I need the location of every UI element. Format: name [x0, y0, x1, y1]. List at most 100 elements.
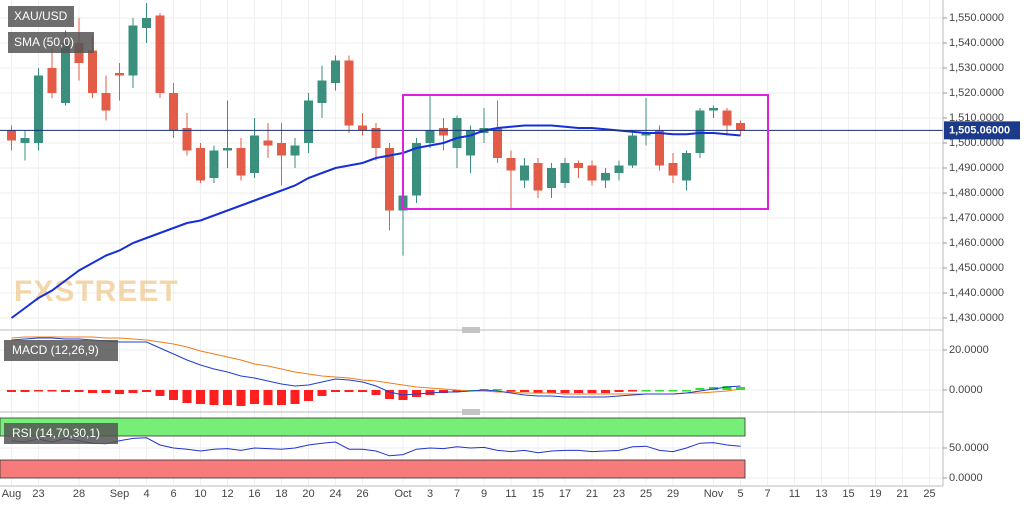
macd-histogram-bar [371, 390, 381, 395]
x-tick-label: 12 [221, 488, 233, 500]
candle-body [655, 130, 664, 166]
macd-histogram-bar [128, 390, 138, 393]
macd-histogram-bar [533, 390, 543, 393]
candle-body [587, 165, 597, 181]
macd-histogram-bar [223, 390, 232, 405]
legend-box [4, 340, 118, 361]
candle-body [304, 100, 313, 143]
macd-histogram-bar [209, 390, 219, 405]
overbought-band [0, 417, 746, 437]
legend: XAU/USD SMA (50,0) MACD (12,26,9) RSI (1… [4, 6, 118, 444]
y-tick-label: 1,520.0000 [949, 87, 1004, 99]
panel-handle[interactable] [462, 327, 480, 333]
y-tick-label: 1,530.0000 [949, 62, 1004, 74]
candle-body [88, 50, 97, 93]
candle-body [223, 148, 232, 151]
macd-histogram-bar [74, 390, 84, 392]
macd-histogram-bar [317, 390, 327, 396]
y-tick-label: 1,480.0000 [949, 187, 1004, 199]
x-tick-label: 15 [842, 488, 854, 500]
x-tick-label: Nov [704, 488, 724, 500]
macd-histogram-bar [628, 390, 637, 392]
candle-body [520, 165, 529, 181]
x-tick-label: 10 [194, 488, 206, 500]
macd-histogram-bar [47, 390, 57, 392]
candle-body [128, 25, 138, 76]
macd-histogram-bar [101, 390, 111, 393]
macd-histogram-bar [547, 390, 556, 393]
x-tick-label: 17 [559, 488, 571, 500]
macd-histogram-bar [304, 390, 313, 401]
macd-histogram-bar [61, 390, 70, 392]
macd-histogram-bar [7, 390, 16, 392]
macd-histogram-bar [34, 390, 43, 392]
legend-macd: MACD (12,26,9) [12, 343, 99, 357]
x-tick-label: 25 [923, 488, 935, 500]
x-tick-label: 18 [275, 488, 287, 500]
candle-body [61, 43, 70, 103]
candle-body [560, 163, 570, 183]
macd-histogram-bar [236, 390, 246, 406]
candle-body [182, 128, 192, 151]
macd-histogram-bar [169, 390, 178, 400]
candle-body [344, 60, 354, 126]
candle-body [317, 80, 327, 103]
x-tick-label: 16 [248, 488, 260, 500]
candle-body [425, 130, 435, 143]
candle-body [412, 143, 421, 196]
macd-histogram-bar [695, 388, 705, 390]
macd-histogram-bar [736, 387, 745, 390]
macd-histogram-bar [520, 390, 529, 392]
candle-body [601, 173, 610, 181]
macd-histogram-bar [142, 390, 151, 392]
candle-body [506, 158, 516, 171]
x-tick-label: 29 [667, 488, 679, 500]
macd-histogram-bar [88, 390, 97, 393]
watermark: FXSTREET [14, 275, 179, 308]
panel-handle[interactable] [462, 409, 480, 415]
macd-histogram-bar [452, 390, 462, 392]
candle-body [34, 75, 43, 143]
candle-body [331, 60, 340, 83]
x-tick-label: Sep [110, 488, 130, 500]
macd-histogram-bar [722, 386, 732, 390]
y-tick-label: 1,510.0000 [949, 112, 1004, 124]
macd-histogram-bar [290, 390, 300, 404]
last-price-box [944, 121, 1020, 140]
candle-body [682, 153, 691, 181]
candle-body [466, 130, 475, 156]
macd-histogram-bar [358, 390, 367, 392]
x-tick-label: 3 [427, 488, 433, 500]
candle-body [574, 163, 583, 168]
y-tick-label: 50.0000 [949, 442, 989, 454]
macd-histogram-bar [601, 390, 610, 393]
candle-body [533, 163, 543, 191]
macd-histogram-bar [250, 390, 259, 404]
candle-body [452, 118, 462, 148]
candle-body [263, 140, 273, 146]
x-tick-label: 28 [73, 488, 85, 500]
y-tick-label: 1,440.0000 [949, 287, 1004, 299]
x-tick-label: 26 [356, 488, 368, 500]
marks-layer [0, 3, 943, 479]
x-tick-label: Oct [394, 488, 411, 500]
legend-sma: SMA (50,0) [14, 35, 74, 49]
y-tick-label: 1,500.0000 [949, 137, 1004, 149]
macd-histogram-bar [493, 389, 502, 391]
candle-body [209, 150, 219, 178]
candle-body [628, 135, 637, 166]
macd-histogram-bar [182, 390, 192, 403]
candle-body [695, 110, 705, 153]
y-tick-label: 20.0000 [949, 344, 989, 356]
y-tick-label: 1,430.0000 [949, 312, 1004, 324]
candle-body [614, 165, 624, 173]
y-tick-label: 1,470.0000 [949, 212, 1004, 224]
candle-body [358, 125, 367, 131]
legend-title: XAU/USD [14, 9, 68, 23]
y-tick-label: 0.0000 [949, 384, 983, 396]
candle-body [196, 148, 205, 181]
candle-body [155, 15, 165, 93]
x-tick-label: 25 [640, 488, 652, 500]
macd-histogram-bar [115, 390, 124, 394]
